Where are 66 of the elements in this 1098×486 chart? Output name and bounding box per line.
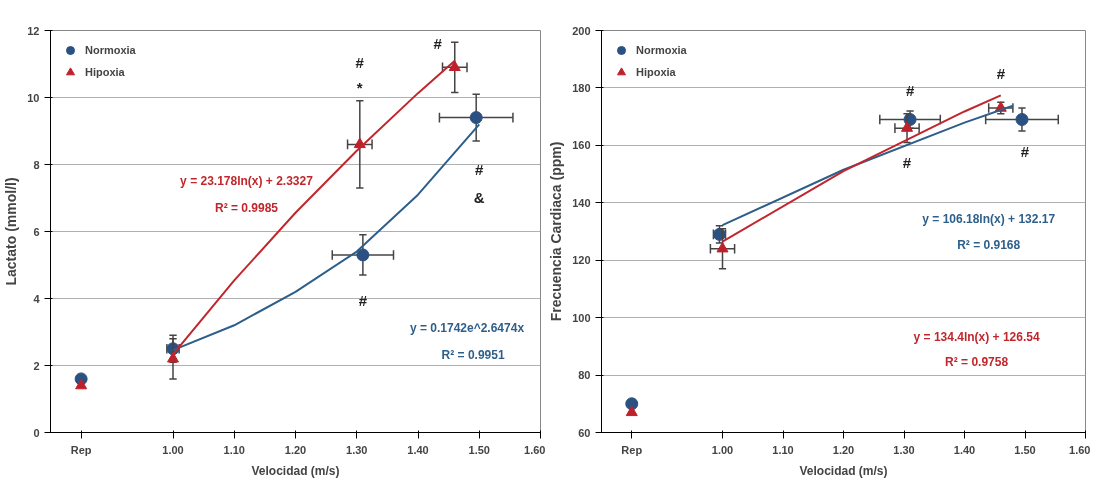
annotation: # (905, 82, 915, 100)
y-tick-label: 160 (572, 139, 591, 152)
y-axis-title: Lactato (mmol/l) (3, 177, 20, 286)
x-tick-label: Rep (70, 443, 92, 456)
x-axis-title: Velocidad (m/s) (799, 463, 888, 478)
x-tick-label: 1.40 (407, 443, 429, 456)
annotation: # (358, 291, 368, 309)
x-tick-label: 1.20 (284, 443, 307, 456)
y-tick-label: 80 (578, 369, 591, 382)
y-tick-label: 0 (33, 426, 40, 439)
annotation: R² = 0.9951 (441, 348, 505, 363)
x-tick-label: 1.00 (162, 443, 184, 456)
x-tick-label: 1.40 (953, 443, 976, 456)
annotation: y = 106.18ln(x) + 132.17 (922, 211, 1056, 226)
x-tick-label: 1.60 (1069, 443, 1091, 456)
y-tick-label: 6 (33, 225, 40, 238)
y-tick-label: 10 (27, 91, 40, 104)
annotation: & (473, 189, 485, 207)
annotation: R² = 0.9985 (214, 200, 279, 215)
y-tick-label: 180 (572, 81, 591, 94)
y-tick-label: 100 (572, 311, 591, 324)
x-axis-title: Velocidad (m/s) (251, 463, 340, 478)
point (356, 248, 370, 262)
annotation: # (1020, 142, 1030, 160)
point (1015, 113, 1029, 126)
point (901, 121, 914, 132)
point (75, 378, 88, 390)
annotation: * (356, 78, 363, 96)
x-tick-label: Rep (621, 443, 643, 456)
annotation: # (996, 65, 1006, 83)
point (716, 241, 729, 253)
y-tick-label: 140 (572, 196, 591, 209)
annotation: # (475, 161, 485, 179)
annotation: y = 134.4ln(x) + 126.54 (913, 329, 1040, 344)
x-tick-label: 1.00 (711, 443, 734, 456)
annotation: # (355, 53, 365, 71)
y-tick-label: 8 (33, 158, 40, 171)
x-tick-label: 1.30 (893, 443, 915, 456)
annotation: # (433, 35, 443, 53)
y-tick-label: 200 (572, 24, 591, 37)
y-tick-label: 2 (33, 359, 40, 372)
point (469, 111, 483, 125)
y-tick-label: 60 (578, 426, 591, 439)
point (167, 351, 179, 363)
y-axis-title: Frecuencia Cardiaca (ppm) (548, 141, 565, 322)
point (448, 60, 461, 72)
legend-label: Normoxia (636, 44, 687, 56)
annotation: y = 0.1742e^2.6474x (409, 321, 525, 336)
legend-label: Hipoxia (636, 66, 676, 78)
point (625, 405, 638, 417)
legend-label: Hipoxia (85, 66, 125, 78)
x-tick-label: 1.10 (223, 443, 245, 456)
y-tick-label: 4 (33, 292, 41, 305)
legend-label: Normoxia (85, 44, 136, 56)
annotation: R² = 0.9758 (945, 355, 1009, 370)
x-tick-label: 1.30 (346, 443, 368, 456)
x-tick-label: 1.60 (524, 443, 546, 456)
annotation: # (902, 154, 912, 172)
y-tick-label: 12 (27, 24, 40, 37)
annotation: R² = 0.9168 (957, 237, 1021, 252)
annotation: y = 23.178ln(x) + 2.3327 (180, 174, 314, 189)
x-tick-label: 1.20 (832, 443, 855, 456)
x-tick-label: 1.50 (468, 443, 490, 456)
x-tick-label: 1.10 (772, 443, 794, 456)
x-tick-label: 1.50 (1014, 443, 1036, 456)
y-tick-label: 120 (572, 254, 591, 267)
